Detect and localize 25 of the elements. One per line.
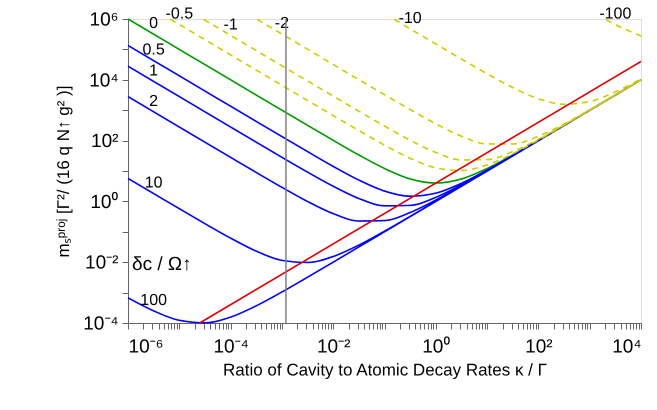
series-label: 2 <box>149 92 158 110</box>
y-tick-label: 10⁴ <box>89 70 118 92</box>
y-tick-label: 10⁰ <box>90 190 118 213</box>
x-tick-label: 10² <box>525 336 553 358</box>
x-tick-label: 10⁴ <box>612 336 642 358</box>
series-label: -0.5 <box>166 5 194 22</box>
y-tick-label: 10² <box>91 131 118 152</box>
y-tick-label: 10⁶ <box>90 10 118 30</box>
x-tick-label: 10⁻² <box>316 336 350 358</box>
series-label: 100 <box>140 292 168 309</box>
x-axis-title: Ratio of Cavity to Atomic Decay Rates κ / Γ <box>223 360 547 380</box>
series-label: 0.5 <box>142 42 165 59</box>
y-tick-label: 10⁻² <box>85 252 118 274</box>
series-label: 1 <box>149 62 158 80</box>
series-label: -10 <box>398 10 422 27</box>
series-label: -1 <box>223 16 238 34</box>
x-tick-label: 10⁰ <box>422 336 450 358</box>
y-tick-label: 10⁻⁴ <box>83 314 118 334</box>
series-label: 10 <box>144 174 163 192</box>
annotation: δc / Ω↑ <box>132 254 192 275</box>
series-label: 0 <box>149 15 158 32</box>
x-tick-label: 10⁻⁶ <box>128 336 164 358</box>
series-label: -100 <box>599 6 632 23</box>
x-tick-label: 10⁻⁴ <box>213 336 249 358</box>
y-axis-title: mₛᵖʳᵒʲ [Γ²/ (16 q N↑ g² )] <box>54 86 74 258</box>
